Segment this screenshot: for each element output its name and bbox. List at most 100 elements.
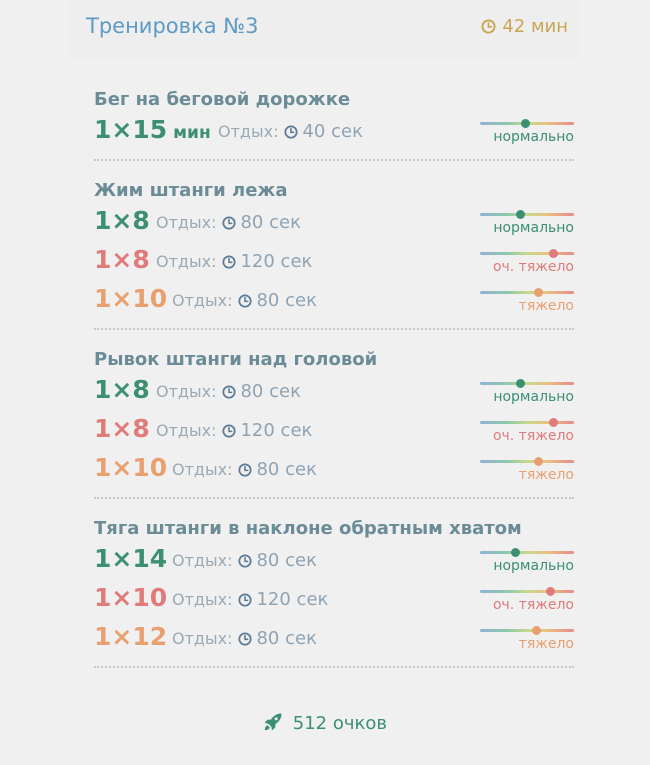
intensity-label: тяжело bbox=[480, 467, 574, 483]
rest-value: 120 сек bbox=[240, 420, 313, 441]
intensity-slider[interactable]: оч. тяжело bbox=[480, 418, 574, 447]
set-reps: 1×8 bbox=[94, 244, 150, 276]
clock-icon bbox=[284, 124, 299, 139]
set-reps: 1×8 bbox=[94, 413, 150, 445]
rest-label: Отдых: bbox=[172, 629, 233, 648]
slider-track[interactable] bbox=[480, 291, 574, 294]
intensity-slider[interactable]: нормально bbox=[480, 210, 574, 239]
set-row: 1×10 Отдых: 80 сек тяжело bbox=[94, 281, 574, 320]
set-reps: 1×10 bbox=[94, 283, 167, 315]
intensity-label: оч. тяжело bbox=[480, 259, 574, 275]
intensity-label: тяжело bbox=[480, 298, 574, 314]
intensity-slider[interactable]: оч. тяжело bbox=[480, 249, 574, 278]
set-row: 1×10 Отдых: 80 сек тяжело bbox=[94, 450, 574, 489]
reps-value: 1×10 bbox=[94, 284, 168, 313]
intensity-slider[interactable]: нормально bbox=[480, 379, 574, 408]
exercise-title: Рывок штанги над головой bbox=[94, 349, 378, 370]
rest-label: Отдых: bbox=[156, 252, 217, 271]
rest-label: Отдых: bbox=[172, 551, 233, 570]
intensity-label: нормально bbox=[480, 129, 574, 145]
duration-value: 42 мин bbox=[502, 16, 568, 37]
exercise-title: Жим штанги лежа bbox=[94, 180, 288, 201]
rest-label: Отдых: bbox=[156, 382, 217, 401]
reps-value: 1×10 bbox=[94, 453, 168, 482]
set-row: 1×14 Отдых: 80 сек нормально bbox=[94, 541, 574, 580]
reps-unit: мин bbox=[173, 123, 211, 143]
intensity-label: оч. тяжело bbox=[480, 597, 574, 613]
slider-thumb[interactable] bbox=[534, 288, 544, 297]
slider-thumb[interactable] bbox=[516, 379, 526, 388]
reps-value: 1×15 bbox=[94, 115, 168, 144]
slider-thumb[interactable] bbox=[510, 548, 520, 557]
points-value: 512 очков bbox=[292, 713, 387, 734]
reps-value: 1×12 bbox=[94, 622, 168, 651]
intensity-slider[interactable]: тяжело bbox=[480, 288, 574, 317]
rest-info: Отдых: 80 сек bbox=[156, 381, 301, 402]
intensity-label: нормально bbox=[480, 220, 574, 236]
rest-label: Отдых: bbox=[156, 421, 217, 440]
slider-track[interactable] bbox=[480, 382, 574, 385]
rest-label: Отдых: bbox=[172, 460, 233, 479]
slider-thumb[interactable] bbox=[549, 249, 559, 258]
slider-track[interactable] bbox=[480, 629, 574, 632]
clock-icon bbox=[222, 215, 237, 230]
rocket-icon bbox=[263, 712, 283, 737]
rest-value: 40 сек bbox=[302, 121, 363, 142]
clock-icon bbox=[238, 631, 253, 646]
slider-thumb[interactable] bbox=[521, 119, 531, 128]
clock-icon bbox=[222, 254, 237, 269]
intensity-slider[interactable]: нормально bbox=[480, 548, 574, 577]
set-row: 1×8 Отдых: 80 сек нормально bbox=[94, 203, 574, 242]
slider-thumb[interactable] bbox=[545, 587, 555, 596]
reps-value: 1×14 bbox=[94, 544, 168, 573]
set-row: 1×8 Отдых: 120 сек оч. тяжело bbox=[94, 411, 574, 450]
intensity-label: нормально bbox=[480, 558, 574, 574]
slider-track[interactable] bbox=[480, 551, 574, 554]
set-reps: 1×8 bbox=[94, 374, 150, 406]
rest-info: Отдых: 80 сек bbox=[172, 628, 317, 649]
clock-icon bbox=[238, 293, 253, 308]
rest-value: 80 сек bbox=[256, 290, 317, 311]
clock-icon bbox=[238, 553, 253, 568]
reps-value: 1×8 bbox=[94, 414, 150, 443]
exercise-title: Тяга штанги в наклоне обратным хватом bbox=[94, 518, 522, 539]
set-row: 1×8 Отдых: 80 сек нормально bbox=[94, 372, 574, 411]
slider-track[interactable] bbox=[480, 590, 574, 593]
rest-label: Отдых: bbox=[156, 213, 217, 232]
rest-label: Отдых: bbox=[172, 291, 233, 310]
clock-icon bbox=[222, 423, 237, 438]
rest-info: Отдых: 40 сек bbox=[218, 121, 363, 142]
clock-icon bbox=[238, 462, 253, 477]
reps-value: 1×8 bbox=[94, 375, 150, 404]
slider-thumb[interactable] bbox=[534, 457, 544, 466]
intensity-label: тяжело bbox=[480, 636, 574, 652]
intensity-slider[interactable]: нормально bbox=[480, 119, 574, 148]
slider-thumb[interactable] bbox=[531, 626, 541, 635]
clock-icon bbox=[238, 592, 253, 607]
intensity-slider[interactable]: оч. тяжело bbox=[480, 587, 574, 616]
slider-track[interactable] bbox=[480, 421, 574, 424]
slider-track[interactable] bbox=[480, 460, 574, 463]
slider-track[interactable] bbox=[480, 213, 574, 216]
exercise-block: Тяга штанги в наклоне обратным хватом 1×1… bbox=[94, 517, 574, 668]
intensity-label: оч. тяжело bbox=[480, 428, 574, 444]
intensity-slider[interactable]: тяжело bbox=[480, 457, 574, 486]
rest-value: 80 сек bbox=[256, 459, 317, 480]
rest-value: 120 сек bbox=[240, 251, 313, 272]
rest-info: Отдых: 80 сек bbox=[172, 290, 317, 311]
rest-value: 80 сек bbox=[256, 628, 317, 649]
set-row: 1×12 Отдых: 80 сек тяжело bbox=[94, 619, 574, 658]
slider-track[interactable] bbox=[480, 252, 574, 255]
exercise-list: Бег на беговой дорожке 1×15 мин Отдых: 40 се… bbox=[94, 76, 574, 686]
rest-value: 80 сек bbox=[240, 212, 301, 233]
set-reps: 1×15 мин bbox=[94, 114, 211, 149]
slider-thumb[interactable] bbox=[549, 418, 559, 427]
intensity-slider[interactable]: тяжело bbox=[480, 626, 574, 655]
rest-value: 120 сек bbox=[256, 589, 329, 610]
rest-info: Отдых: 120 сек bbox=[156, 420, 312, 441]
set-reps: 1×10 bbox=[94, 582, 167, 614]
set-reps: 1×12 bbox=[94, 621, 167, 653]
slider-thumb[interactable] bbox=[516, 210, 526, 219]
set-reps: 1×14 bbox=[94, 543, 167, 575]
exercise-block: Бег на беговой дорожке 1×15 мин Отдых: 40 се… bbox=[94, 88, 574, 161]
